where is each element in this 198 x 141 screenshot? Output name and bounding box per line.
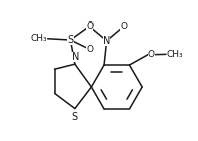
Text: CH₃: CH₃ bbox=[30, 34, 47, 43]
Text: S: S bbox=[71, 112, 77, 122]
Text: N: N bbox=[72, 52, 80, 62]
Text: O: O bbox=[86, 21, 93, 30]
Text: N: N bbox=[103, 36, 110, 46]
Text: O: O bbox=[120, 22, 127, 31]
Text: O: O bbox=[86, 22, 93, 31]
Text: O: O bbox=[148, 50, 155, 59]
Text: O: O bbox=[86, 45, 93, 54]
Text: S: S bbox=[67, 35, 73, 45]
Text: CH₃: CH₃ bbox=[167, 50, 183, 59]
